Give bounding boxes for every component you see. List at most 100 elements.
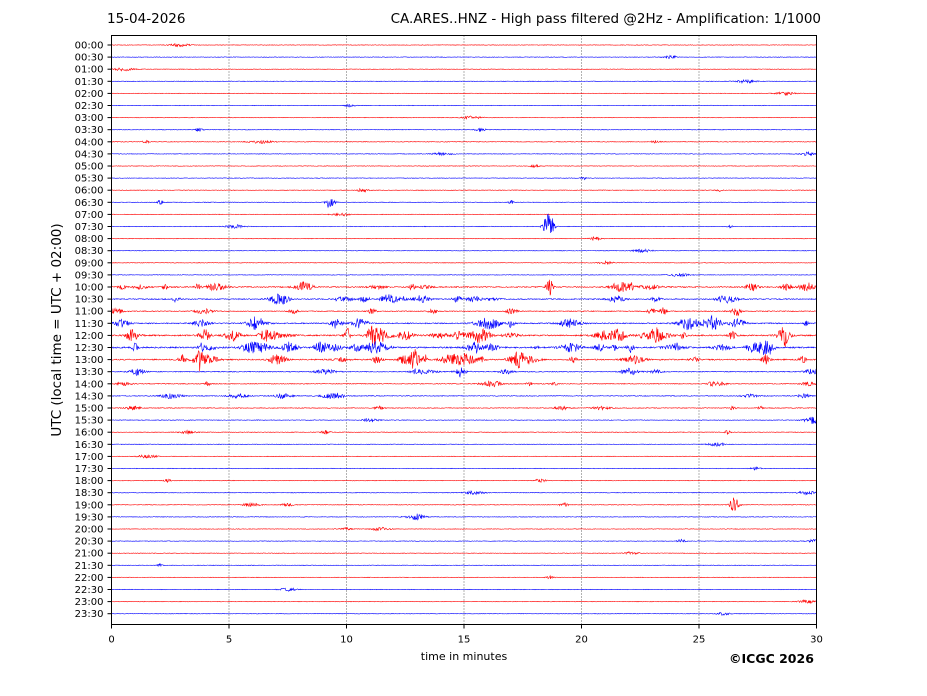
trace-09:30 [111, 272, 817, 278]
trace-22:30 [111, 587, 817, 592]
trace-07:00 [111, 212, 817, 217]
trace-05:00 [111, 164, 817, 169]
y-tick-label-14:30: 14:30 [75, 391, 104, 402]
trace-19:00 [111, 497, 817, 512]
y-tick-label-16:30: 16:30 [75, 440, 104, 451]
y-tick-label-20:30: 20:30 [75, 537, 104, 548]
trace-12:30 [111, 340, 817, 355]
trace-08:00 [111, 235, 817, 242]
trace-21:00 [111, 551, 817, 555]
x-tick-label-5: 5 [226, 635, 232, 646]
trace-08:30 [111, 248, 817, 254]
y-tick-label-03:30: 03:30 [75, 125, 104, 136]
y-axis-label: UTC (local time = UTC + 02:00) [49, 223, 65, 437]
y-tick-label-21:00: 21:00 [75, 549, 104, 560]
vertical-gridlines [228, 35, 700, 625]
y-tick-label-17:00: 17:00 [75, 452, 104, 463]
y-tick-label-20:00: 20:00 [75, 525, 104, 536]
y-tick-label-06:30: 06:30 [75, 198, 104, 209]
trace-10:00 [111, 279, 817, 296]
y-tick-label-18:00: 18:00 [75, 476, 104, 487]
y-tick-label-11:00: 11:00 [75, 307, 104, 318]
trace-01:30 [111, 78, 817, 84]
y-tick-label-07:00: 07:00 [75, 210, 104, 221]
trace-16:00 [111, 429, 817, 435]
y-tick-labels: 00:0000:3001:0001:3002:0002:3003:0003:30… [75, 41, 112, 620]
trace-05:30 [111, 177, 817, 181]
trace-18:00 [111, 478, 817, 484]
trace-13:30 [111, 367, 817, 378]
y-tick-label-09:30: 09:30 [75, 270, 104, 281]
y-tick-label-18:30: 18:30 [75, 488, 104, 499]
trace-19:30 [111, 513, 817, 521]
trace-02:00 [111, 91, 817, 97]
date-label: 15-04-2026 [107, 11, 186, 27]
trace-20:00 [111, 526, 817, 532]
y-tick-label-01:00: 01:00 [75, 65, 104, 76]
y-tick-label-02:00: 02:00 [75, 89, 104, 100]
trace-15:30 [111, 416, 817, 424]
y-tick-label-16:00: 16:00 [75, 428, 104, 439]
x-tick-label-25: 25 [693, 635, 706, 646]
y-tick-label-21:30: 21:30 [75, 561, 104, 572]
trace-11:00 [111, 307, 817, 317]
x-tick-label-30: 30 [810, 635, 823, 646]
trace-03:00 [111, 115, 817, 120]
x-tick-labels: 0 5 10 15 20 25 30 [108, 624, 823, 646]
trace-14:00 [111, 380, 817, 388]
y-tick-label-07:30: 07:30 [75, 222, 104, 233]
trace-21:30 [111, 562, 817, 568]
trace-07:30 [111, 213, 817, 233]
y-tick-label-22:30: 22:30 [75, 585, 104, 596]
trace-23:00 [111, 599, 817, 605]
y-tick-label-05:30: 05:30 [75, 174, 104, 185]
trace-09:00 [111, 260, 817, 266]
y-tick-label-00:30: 00:30 [75, 53, 104, 64]
trace-02:30 [111, 103, 817, 108]
trace-18:30 [111, 490, 817, 496]
x-tick-label-0: 0 [108, 635, 114, 646]
y-tick-label-04:00: 04:00 [75, 137, 104, 148]
trace-20:30 [111, 538, 817, 543]
trace-03:30 [111, 127, 817, 132]
y-tick-label-11:30: 11:30 [75, 319, 104, 330]
plot-frame [111, 35, 817, 625]
trace-00:00 [111, 42, 817, 48]
y-tick-label-09:00: 09:00 [75, 258, 104, 269]
y-tick-label-00:00: 00:00 [75, 41, 104, 52]
y-tick-label-13:00: 13:00 [75, 355, 104, 366]
trace-23:30 [111, 611, 817, 616]
trace-17:30 [111, 466, 817, 471]
y-tick-label-14:00: 14:00 [75, 379, 104, 390]
trace-01:00 [111, 67, 817, 72]
y-tick-label-19:30: 19:30 [75, 512, 104, 523]
trace-17:00 [111, 454, 817, 459]
trace-16:30 [111, 442, 817, 447]
y-tick-label-19:00: 19:00 [75, 500, 104, 511]
y-tick-label-02:30: 02:30 [75, 101, 104, 112]
trace-04:30 [111, 150, 817, 157]
trace-04:00 [111, 139, 817, 144]
x-tick-label-15: 15 [458, 635, 471, 646]
x-axis-label: time in minutes [420, 650, 508, 663]
y-tick-label-08:00: 08:00 [75, 234, 104, 245]
copyright-label: ©ICGC 2026 [729, 651, 814, 666]
y-tick-label-04:30: 04:30 [75, 149, 104, 160]
y-tick-label-06:00: 06:00 [75, 186, 104, 197]
y-tick-label-13:30: 13:30 [75, 367, 104, 378]
trace-13:00 [111, 349, 817, 372]
x-tick-label-20: 20 [575, 635, 588, 646]
chart-title: CA.ARES..HNZ - High pass filtered @2Hz -… [390, 11, 821, 27]
y-tick-label-12:00: 12:00 [75, 331, 104, 342]
y-tick-label-05:00: 05:00 [75, 162, 104, 173]
seismic-traces [111, 42, 817, 616]
trace-00:30 [111, 54, 817, 60]
trace-06:00 [111, 187, 817, 193]
trace-15:00 [111, 405, 817, 411]
y-tick-label-23:30: 23:30 [75, 609, 104, 620]
y-tick-label-17:30: 17:30 [75, 464, 104, 475]
y-tick-label-15:00: 15:00 [75, 404, 104, 415]
y-tick-label-15:30: 15:30 [75, 416, 104, 427]
trace-12:00 [111, 325, 817, 347]
